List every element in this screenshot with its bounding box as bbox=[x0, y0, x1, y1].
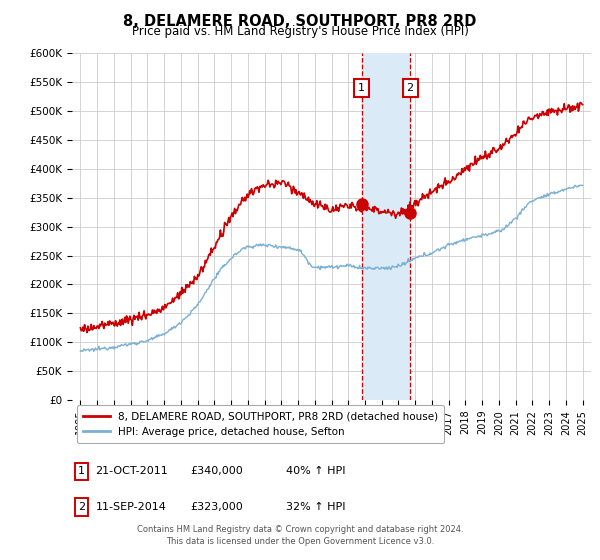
Legend: 8, DELAMERE ROAD, SOUTHPORT, PR8 2RD (detached house), HPI: Average price, detac: 8, DELAMERE ROAD, SOUTHPORT, PR8 2RD (de… bbox=[77, 405, 444, 443]
Text: 40% ↑ HPI: 40% ↑ HPI bbox=[286, 466, 346, 477]
Text: 1: 1 bbox=[358, 83, 365, 93]
Text: Contains HM Land Registry data © Crown copyright and database right 2024.
This d: Contains HM Land Registry data © Crown c… bbox=[137, 525, 463, 546]
Text: £340,000: £340,000 bbox=[190, 466, 243, 477]
Text: 21-OCT-2011: 21-OCT-2011 bbox=[95, 466, 168, 477]
Text: 1: 1 bbox=[78, 466, 85, 477]
Text: £323,000: £323,000 bbox=[190, 502, 243, 512]
Text: Price paid vs. HM Land Registry's House Price Index (HPI): Price paid vs. HM Land Registry's House … bbox=[131, 25, 469, 38]
Text: 32% ↑ HPI: 32% ↑ HPI bbox=[286, 502, 346, 512]
Text: 2: 2 bbox=[407, 83, 414, 93]
Bar bbox=[362, 53, 410, 400]
Text: 11-SEP-2014: 11-SEP-2014 bbox=[95, 502, 166, 512]
Text: 2: 2 bbox=[78, 502, 85, 512]
Text: 8, DELAMERE ROAD, SOUTHPORT, PR8 2RD: 8, DELAMERE ROAD, SOUTHPORT, PR8 2RD bbox=[124, 14, 476, 29]
